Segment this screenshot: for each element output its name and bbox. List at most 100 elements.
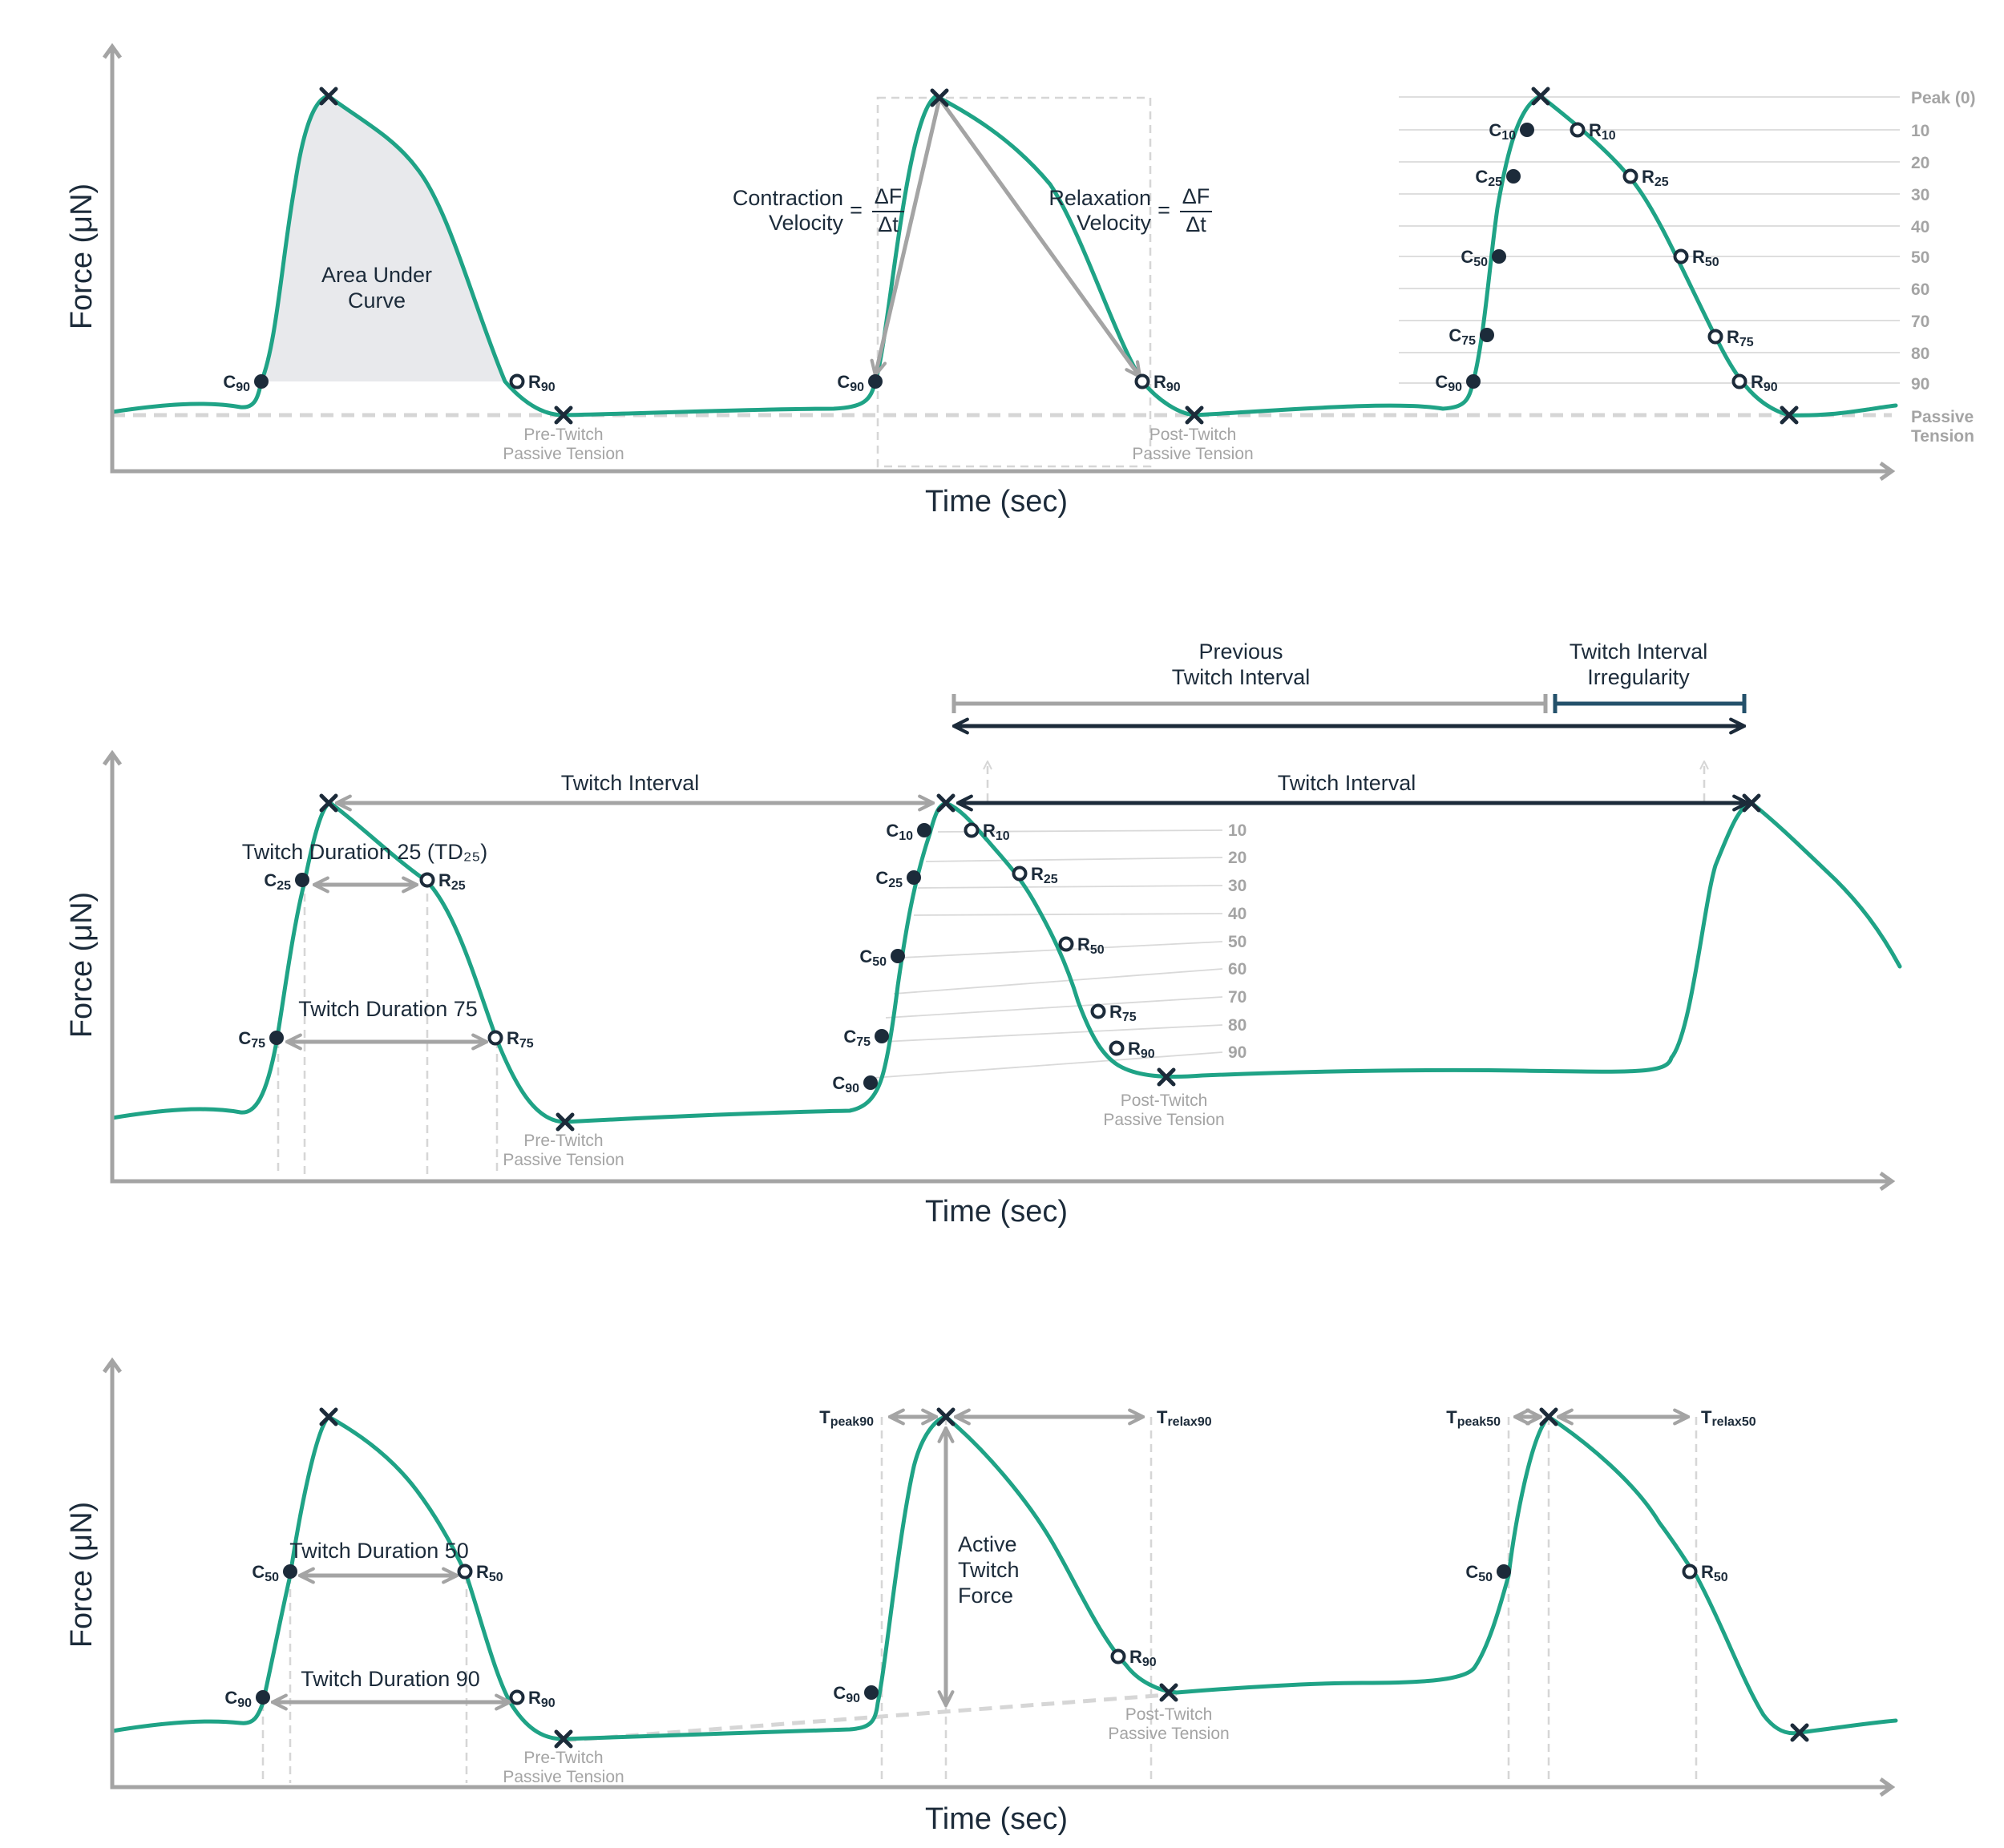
relaxation-label-line2: Velocity — [1077, 211, 1152, 235]
cross-marker — [319, 87, 338, 106]
point-c25 — [1506, 169, 1521, 184]
panel-2-level-labels: 10 20 30 40 50 60 70 80 90 — [1228, 821, 1246, 1062]
point-r75 — [1707, 329, 1723, 345]
point-label-r25: R25 — [1031, 864, 1058, 886]
point-label-c90: C90 — [833, 1683, 860, 1705]
active-force-line2: Twitch — [958, 1558, 1020, 1582]
level-label-peak: Peak (0) — [1911, 89, 1976, 107]
relaxation-delta-f: ΔF — [1182, 184, 1210, 208]
cross-marker — [1531, 87, 1550, 106]
point-c90 — [864, 1685, 879, 1700]
point-label-r90: R90 — [1128, 1039, 1155, 1061]
point-c50 — [891, 949, 905, 963]
contraction-equals: = — [850, 198, 863, 222]
point-c50 — [1497, 1564, 1511, 1579]
point-label-r90: R90 — [1129, 1647, 1157, 1669]
cross-marker — [1742, 793, 1761, 813]
p2-level-80: 80 — [1228, 1016, 1246, 1035]
area-label-line2: Curve — [348, 288, 406, 313]
panel-3-pre-twitch-line1: Pre-Twitch — [523, 1749, 603, 1767]
contraction-label-line1: Contraction — [733, 186, 843, 210]
post-twitch-label-line1: Post-Twitch — [1149, 426, 1237, 444]
cross-marker — [1159, 1683, 1178, 1702]
point-label-c75: C75 — [1448, 325, 1476, 348]
panel-3-guides — [261, 1417, 1698, 1783]
relaxation-equals: = — [1158, 198, 1170, 222]
level-label-80: 80 — [1911, 345, 1929, 363]
percent-level-labels: Peak (0) 10 20 30 40 50 60 70 80 90 Pass… — [1911, 89, 1976, 446]
panel-2-y-arrowhead — [102, 749, 123, 766]
panel-2-axes — [110, 755, 1892, 1184]
point-c25 — [907, 870, 921, 885]
td50-label: Twitch Duration 50 — [289, 1539, 469, 1563]
point-label-r10: R10 — [1589, 120, 1616, 143]
passive-tension-slope — [563, 1692, 1178, 1743]
point-label-r90: R90 — [1154, 372, 1181, 394]
panel-3-y-arrowhead — [102, 1357, 123, 1374]
passive-tension-label-line1: Passive — [1911, 408, 1974, 426]
point-label-c10: C10 — [886, 821, 913, 843]
panel-3-arrows — [273, 1417, 1688, 1705]
point-c75 — [269, 1031, 284, 1045]
pre-twitch-label-line1: Pre-Twitch — [523, 426, 603, 444]
p2-level-10: 10 — [1228, 821, 1246, 840]
level-label-90: 90 — [1911, 375, 1929, 393]
point-c25 — [295, 873, 309, 887]
level-label-30: 30 — [1911, 186, 1929, 204]
point-c50 — [1492, 249, 1506, 264]
panel-2-pre-twitch-line2: Passive Tension — [503, 1151, 624, 1169]
point-c90 — [1466, 374, 1481, 389]
relaxation-velocity-formula: Relaxation Velocity = ΔF Δt — [1048, 184, 1212, 236]
post-twitch-label-line2: Passive Tension — [1132, 445, 1253, 463]
point-label-r25: R25 — [438, 870, 466, 893]
level-label-10: 10 — [1911, 122, 1929, 140]
contraction-velocity-formula: Contraction Velocity = ΔF Δt — [733, 184, 904, 236]
area-label-line1: Area Under — [321, 263, 432, 287]
point-c10 — [1520, 123, 1534, 137]
panel-1: Force (μN) Time (sec) Area Under Curve P… — [65, 42, 1976, 518]
t-peak50-label: Tpeak50 — [1446, 1407, 1501, 1429]
point-r10 — [964, 822, 980, 838]
cross-marker — [554, 406, 573, 425]
point-r25 — [1012, 865, 1028, 882]
panel-3-axes — [110, 1362, 1892, 1789]
point-r90 — [509, 373, 525, 389]
td75-label: Twitch Duration 75 — [298, 997, 478, 1021]
point-label-r50: R50 — [1692, 247, 1719, 269]
p2-level-40: 40 — [1228, 905, 1246, 923]
level-label-70: 70 — [1911, 313, 1929, 331]
point-label-r50: R50 — [476, 1562, 503, 1584]
point-c90 — [254, 374, 269, 389]
active-force-line3: Force — [958, 1584, 1013, 1608]
point-label-c50: C50 — [859, 946, 887, 969]
p2-level-90: 90 — [1228, 1043, 1246, 1062]
p2-level-70: 70 — [1228, 988, 1246, 1007]
panel-2-pre-twitch-line1: Pre-Twitch — [523, 1132, 603, 1150]
td90-label: Twitch Duration 90 — [301, 1667, 480, 1691]
point-r10 — [1570, 122, 1586, 138]
panel-3-post-twitch-line1: Post-Twitch — [1125, 1705, 1213, 1724]
cross-marker — [936, 793, 956, 813]
point-r90 — [1731, 373, 1747, 389]
twitch-interval-label-1: Twitch Interval — [561, 771, 700, 795]
p2-level-30: 30 — [1228, 877, 1246, 895]
point-label-c25: C25 — [875, 868, 903, 890]
t-relax50-label: Trelax50 — [1701, 1407, 1756, 1429]
point-r50 — [1682, 1564, 1698, 1580]
point-label-c90: C90 — [832, 1073, 859, 1095]
point-label-r90: R90 — [528, 372, 556, 394]
level-label-50: 50 — [1911, 248, 1929, 267]
point-r25 — [419, 872, 435, 888]
active-force-line1: Active — [958, 1532, 1017, 1556]
cross-marker — [930, 88, 949, 107]
point-c10 — [917, 823, 931, 837]
markers: C90 R90 C90 R90 C90 C75 C50 C25 C10 R10 R25 R50 R75 R… — [223, 87, 1809, 1749]
point-r90 — [509, 1689, 525, 1705]
panel-2: Force (μN) Time (sec) Twitch Interval Tw… — [65, 640, 1902, 1229]
cross-marker — [1157, 1067, 1176, 1087]
x-axis — [110, 48, 1892, 474]
point-c50 — [283, 1564, 297, 1579]
cross-marker — [319, 1407, 338, 1426]
point-label-c75: C75 — [843, 1027, 871, 1049]
